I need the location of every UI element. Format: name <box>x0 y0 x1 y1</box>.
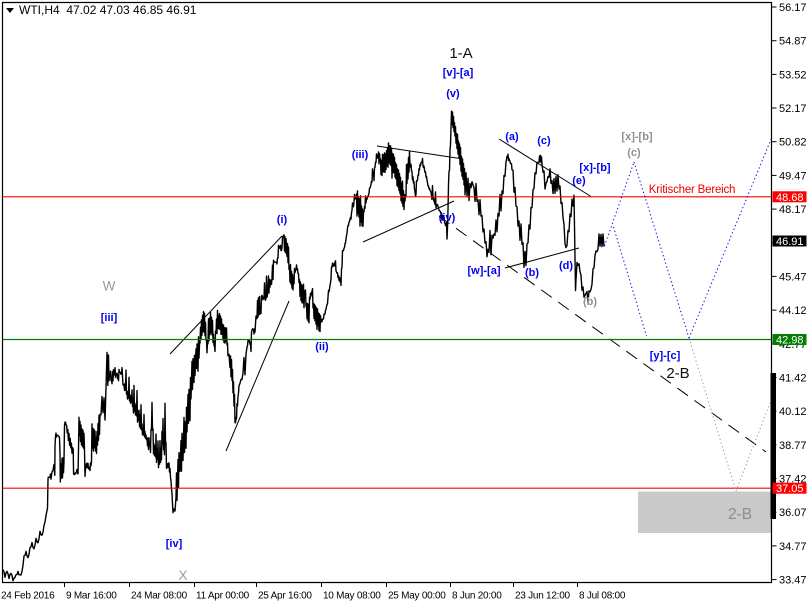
svg-text:(b): (b) <box>583 296 597 308</box>
svg-text:25 May 00:00: 25 May 00:00 <box>388 591 446 602</box>
svg-text:24 Mar 08:00: 24 Mar 08:00 <box>131 591 188 602</box>
svg-text:33.47: 33.47 <box>779 575 807 587</box>
svg-text:44.12: 44.12 <box>779 305 807 317</box>
svg-text:50.82: 50.82 <box>779 137 807 149</box>
svg-text:40.12: 40.12 <box>779 406 807 418</box>
svg-text:37.05: 37.05 <box>776 483 804 495</box>
svg-text:9 Mar 16:00: 9 Mar 16:00 <box>66 591 117 602</box>
svg-text:(i): (i) <box>277 214 288 226</box>
svg-text:48.68: 48.68 <box>776 192 804 204</box>
svg-text:(c): (c) <box>537 135 551 147</box>
svg-text:45.47: 45.47 <box>779 271 807 283</box>
svg-text:Kritischer Bereich: Kritischer Bereich <box>649 184 736 196</box>
svg-text:2-B: 2-B <box>728 506 752 523</box>
svg-text:42.98: 42.98 <box>776 335 804 347</box>
svg-text:(iii): (iii) <box>352 149 369 161</box>
svg-text:10 May 08:00: 10 May 08:00 <box>323 591 381 602</box>
svg-text:X: X <box>178 568 187 583</box>
svg-text:(ii): (ii) <box>315 341 329 353</box>
svg-text:23 Jun 12:00: 23 Jun 12:00 <box>515 591 571 602</box>
svg-text:46.91: 46.91 <box>776 236 804 248</box>
svg-text:[iv]: [iv] <box>166 538 183 550</box>
svg-text:56.17: 56.17 <box>779 2 807 14</box>
svg-text:25 Apr 16:00: 25 Apr 16:00 <box>258 591 312 602</box>
svg-text:37.42: 37.42 <box>779 474 807 486</box>
svg-text:[v]-[a]: [v]-[a] <box>443 67 474 79</box>
svg-text:[x]-[b]: [x]-[b] <box>621 131 652 143</box>
svg-text:[iii]: [iii] <box>101 312 118 324</box>
svg-text:34.77: 34.77 <box>779 541 807 553</box>
svg-text:38.77: 38.77 <box>779 440 807 452</box>
svg-text:(c): (c) <box>627 147 641 159</box>
svg-text:36.07: 36.07 <box>779 507 807 519</box>
svg-text:(e): (e) <box>572 175 586 187</box>
svg-text:(d): (d) <box>559 260 573 272</box>
svg-text:(iv): (iv) <box>439 212 456 224</box>
svg-text:49.47: 49.47 <box>779 170 807 182</box>
svg-text:41.42: 41.42 <box>779 373 807 385</box>
svg-text:8 Jul 08:00: 8 Jul 08:00 <box>579 591 626 602</box>
svg-text:11 Apr 00:00: 11 Apr 00:00 <box>196 591 250 602</box>
svg-text:8 Jun 20:00: 8 Jun 20:00 <box>452 591 502 602</box>
svg-text:48.17: 48.17 <box>779 204 807 216</box>
svg-text:W: W <box>103 279 116 294</box>
svg-text:53.52: 53.52 <box>779 69 807 81</box>
svg-text:(v): (v) <box>446 88 460 100</box>
svg-text:54.87: 54.87 <box>779 36 807 48</box>
svg-text:[x]-[b]: [x]-[b] <box>579 162 610 174</box>
svg-text:2-B: 2-B <box>666 365 689 382</box>
svg-text:(a): (a) <box>505 131 519 143</box>
svg-text:(b): (b) <box>525 267 539 279</box>
svg-text:1-A: 1-A <box>449 45 472 62</box>
svg-text:[w]-[a]: [w]-[a] <box>468 265 501 277</box>
svg-text:24 Feb 2016: 24 Feb 2016 <box>1 591 55 602</box>
svg-text:[y]-[c]: [y]-[c] <box>650 350 681 362</box>
svg-text:WTI,H4 47.02 47.03 46.85 46.9: WTI,H4 47.02 47.03 46.85 46.91 <box>19 3 197 17</box>
svg-text:52.17: 52.17 <box>779 103 807 115</box>
